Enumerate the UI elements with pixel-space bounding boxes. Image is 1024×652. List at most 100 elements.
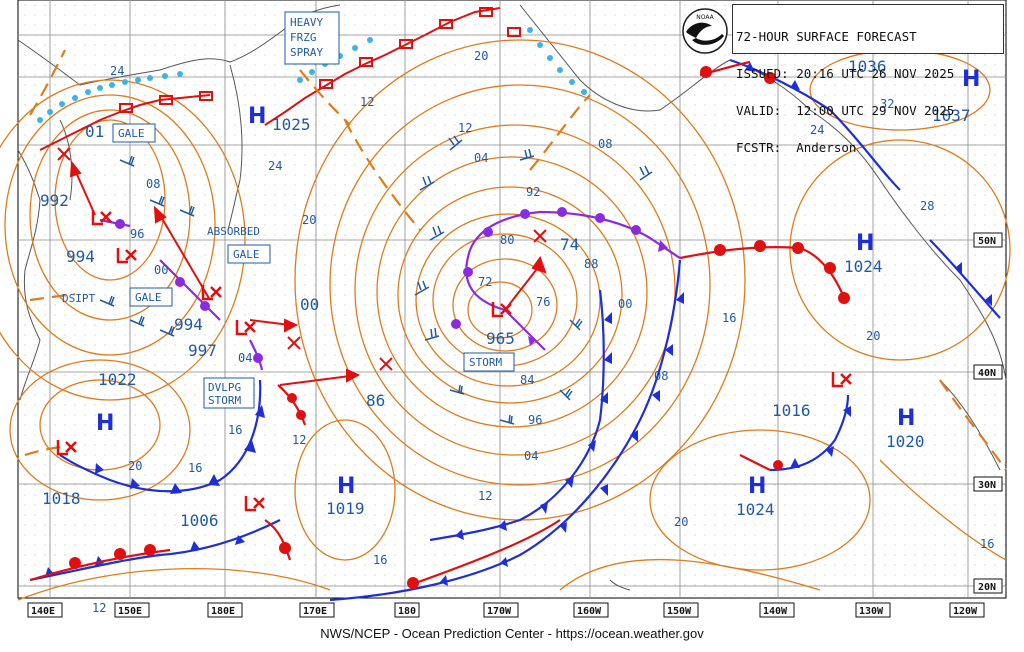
forecast-title: 72-HOUR SURFACE FORECAST [736,29,917,44]
isobar-label: 16 [373,553,387,567]
high-value: 1018 [42,489,81,508]
isobar-label: 12 [92,601,106,615]
low-value: 994 [174,315,203,334]
high-marker: H [337,474,355,499]
warning-label: GALE [135,291,162,304]
footer-credit: NWS/NCEP - Ocean Prediction Center - htt… [320,626,704,641]
isobar-label: 12 [292,433,306,447]
isobar-label: 72 [478,275,492,289]
high-value: 1020 [886,432,925,451]
isobar-label: 16 [722,311,736,325]
lon-label: 140E [31,606,55,617]
high-marker: H [962,67,980,92]
warning-labels: HEAVY FRZG SPRAY GALE ABSORBED GALE GALE… [62,11,515,409]
high-value: 1022 [98,370,137,389]
low-value: 965 [486,329,515,348]
high-value: 1019 [326,499,365,518]
pressure-centers: H H H H H H H [96,67,980,499]
warm-front-bumps [69,66,850,589]
high-value: 1024 [736,500,775,519]
low-value: 01 [85,122,104,141]
low-value: 994 [66,247,95,266]
occluded-front-marks [115,207,668,363]
isobar-label: 20 [474,49,488,63]
warning-label: DVLPG [208,381,241,394]
warning-label: HEAVY [290,16,323,29]
isobar-label: 32 [880,97,894,111]
cold-fronts [29,58,1001,602]
lon-label: 160W [577,606,602,617]
lon-label: 170W [487,606,512,617]
valid-time: VALID: 12:00 UTC 29 NOV 2025 [736,103,955,118]
isobar-label: 20 [302,213,316,227]
warning-label: STORM [469,356,502,369]
isobar-label: 04 [474,151,488,165]
warning-label: GALE [118,127,145,140]
warning-label: GALE [233,248,260,261]
forecaster: FCSTR: Anderson [736,140,857,155]
isobar-values: 24 08 96 00 04 20 24 12 04 92 80 72 76 8… [92,19,994,615]
troughs [24,49,1007,471]
isobar-label: 08 [654,369,668,383]
lon-label: 120W [953,606,978,617]
isobar-label: 16 [228,423,242,437]
isobar-label: 28 [920,199,934,213]
pressure-values: 1025 1036 1037 1024 1022 1019 1024 1020 … [40,57,971,530]
noaa-logo-icon: NOAA [682,8,728,54]
isobar-label: 08 [146,177,160,191]
isobar-label: 80 [500,233,514,247]
warning-label: DSIPT [62,292,95,305]
isobar-label: 12 [458,121,472,135]
high-value: 1036 [848,57,887,76]
lon-label: 180 [398,606,416,617]
high-value: 1024 [844,257,883,276]
wind-barbs [99,135,653,425]
isobar-label: 24 [810,123,824,137]
isobar-label: 96 [528,413,542,427]
warning-label: SPRAY [290,46,323,59]
lat-label: 40N [978,368,996,379]
isobar-label: 88 [584,257,598,271]
high-value: 1037 [932,106,971,125]
low-value: 992 [40,191,69,210]
forecast-info-box: 72-HOUR SURFACE FORECAST ISSUED: 20:16 U… [732,4,1004,154]
low-value: 1006 [180,511,219,530]
isobar-label: 84 [520,373,534,387]
isobar-label: 08 [598,137,612,151]
lon-label: 150E [118,606,142,617]
lat-label: 20N [978,582,996,593]
issued-time: ISSUED: 20:16 UTC 26 NOV 2025 [736,66,955,81]
lat-label: 30N [978,480,996,491]
high-marker: H [897,406,915,431]
longitude-labels: 140E 150E 180E 170E 180 170W 160W 150W 1… [27,602,985,618]
isobar-label: 20 [866,329,880,343]
isobar-label: 16 [980,537,994,551]
low-value: 997 [188,341,217,360]
forecast-x-marks [57,147,547,371]
high-value: 1016 [772,401,811,420]
isobars [0,39,1011,601]
lon-label: 140W [763,606,788,617]
latitude-labels: 50N 40N 30N 20N [973,232,1003,594]
isobar-label: 92 [526,185,540,199]
lat-label: 50N [978,236,996,247]
isobar-label: 00 [618,297,632,311]
lon-label: 130W [859,606,884,617]
isobar-label: 76 [536,295,550,309]
high-marker: H [748,474,766,499]
isobar-label: 24 [110,64,124,78]
lon-label: 170E [303,606,327,617]
isobar-label: 12 [478,489,492,503]
high-marker: H [248,104,266,129]
low-value: 86 [366,391,385,410]
warning-label: FRZG [290,31,317,44]
low-value: 74 [560,235,579,254]
lon-label: 180E [211,606,235,617]
isobar-label: 20 [674,515,688,529]
warning-label: STORM [208,394,241,407]
lon-label: 150W [667,606,692,617]
isobar-label: 20 [128,459,142,473]
isobar-label: 12 [360,95,374,109]
isobar-label: 16 [188,461,202,475]
isobar-label: 24 [268,159,282,173]
